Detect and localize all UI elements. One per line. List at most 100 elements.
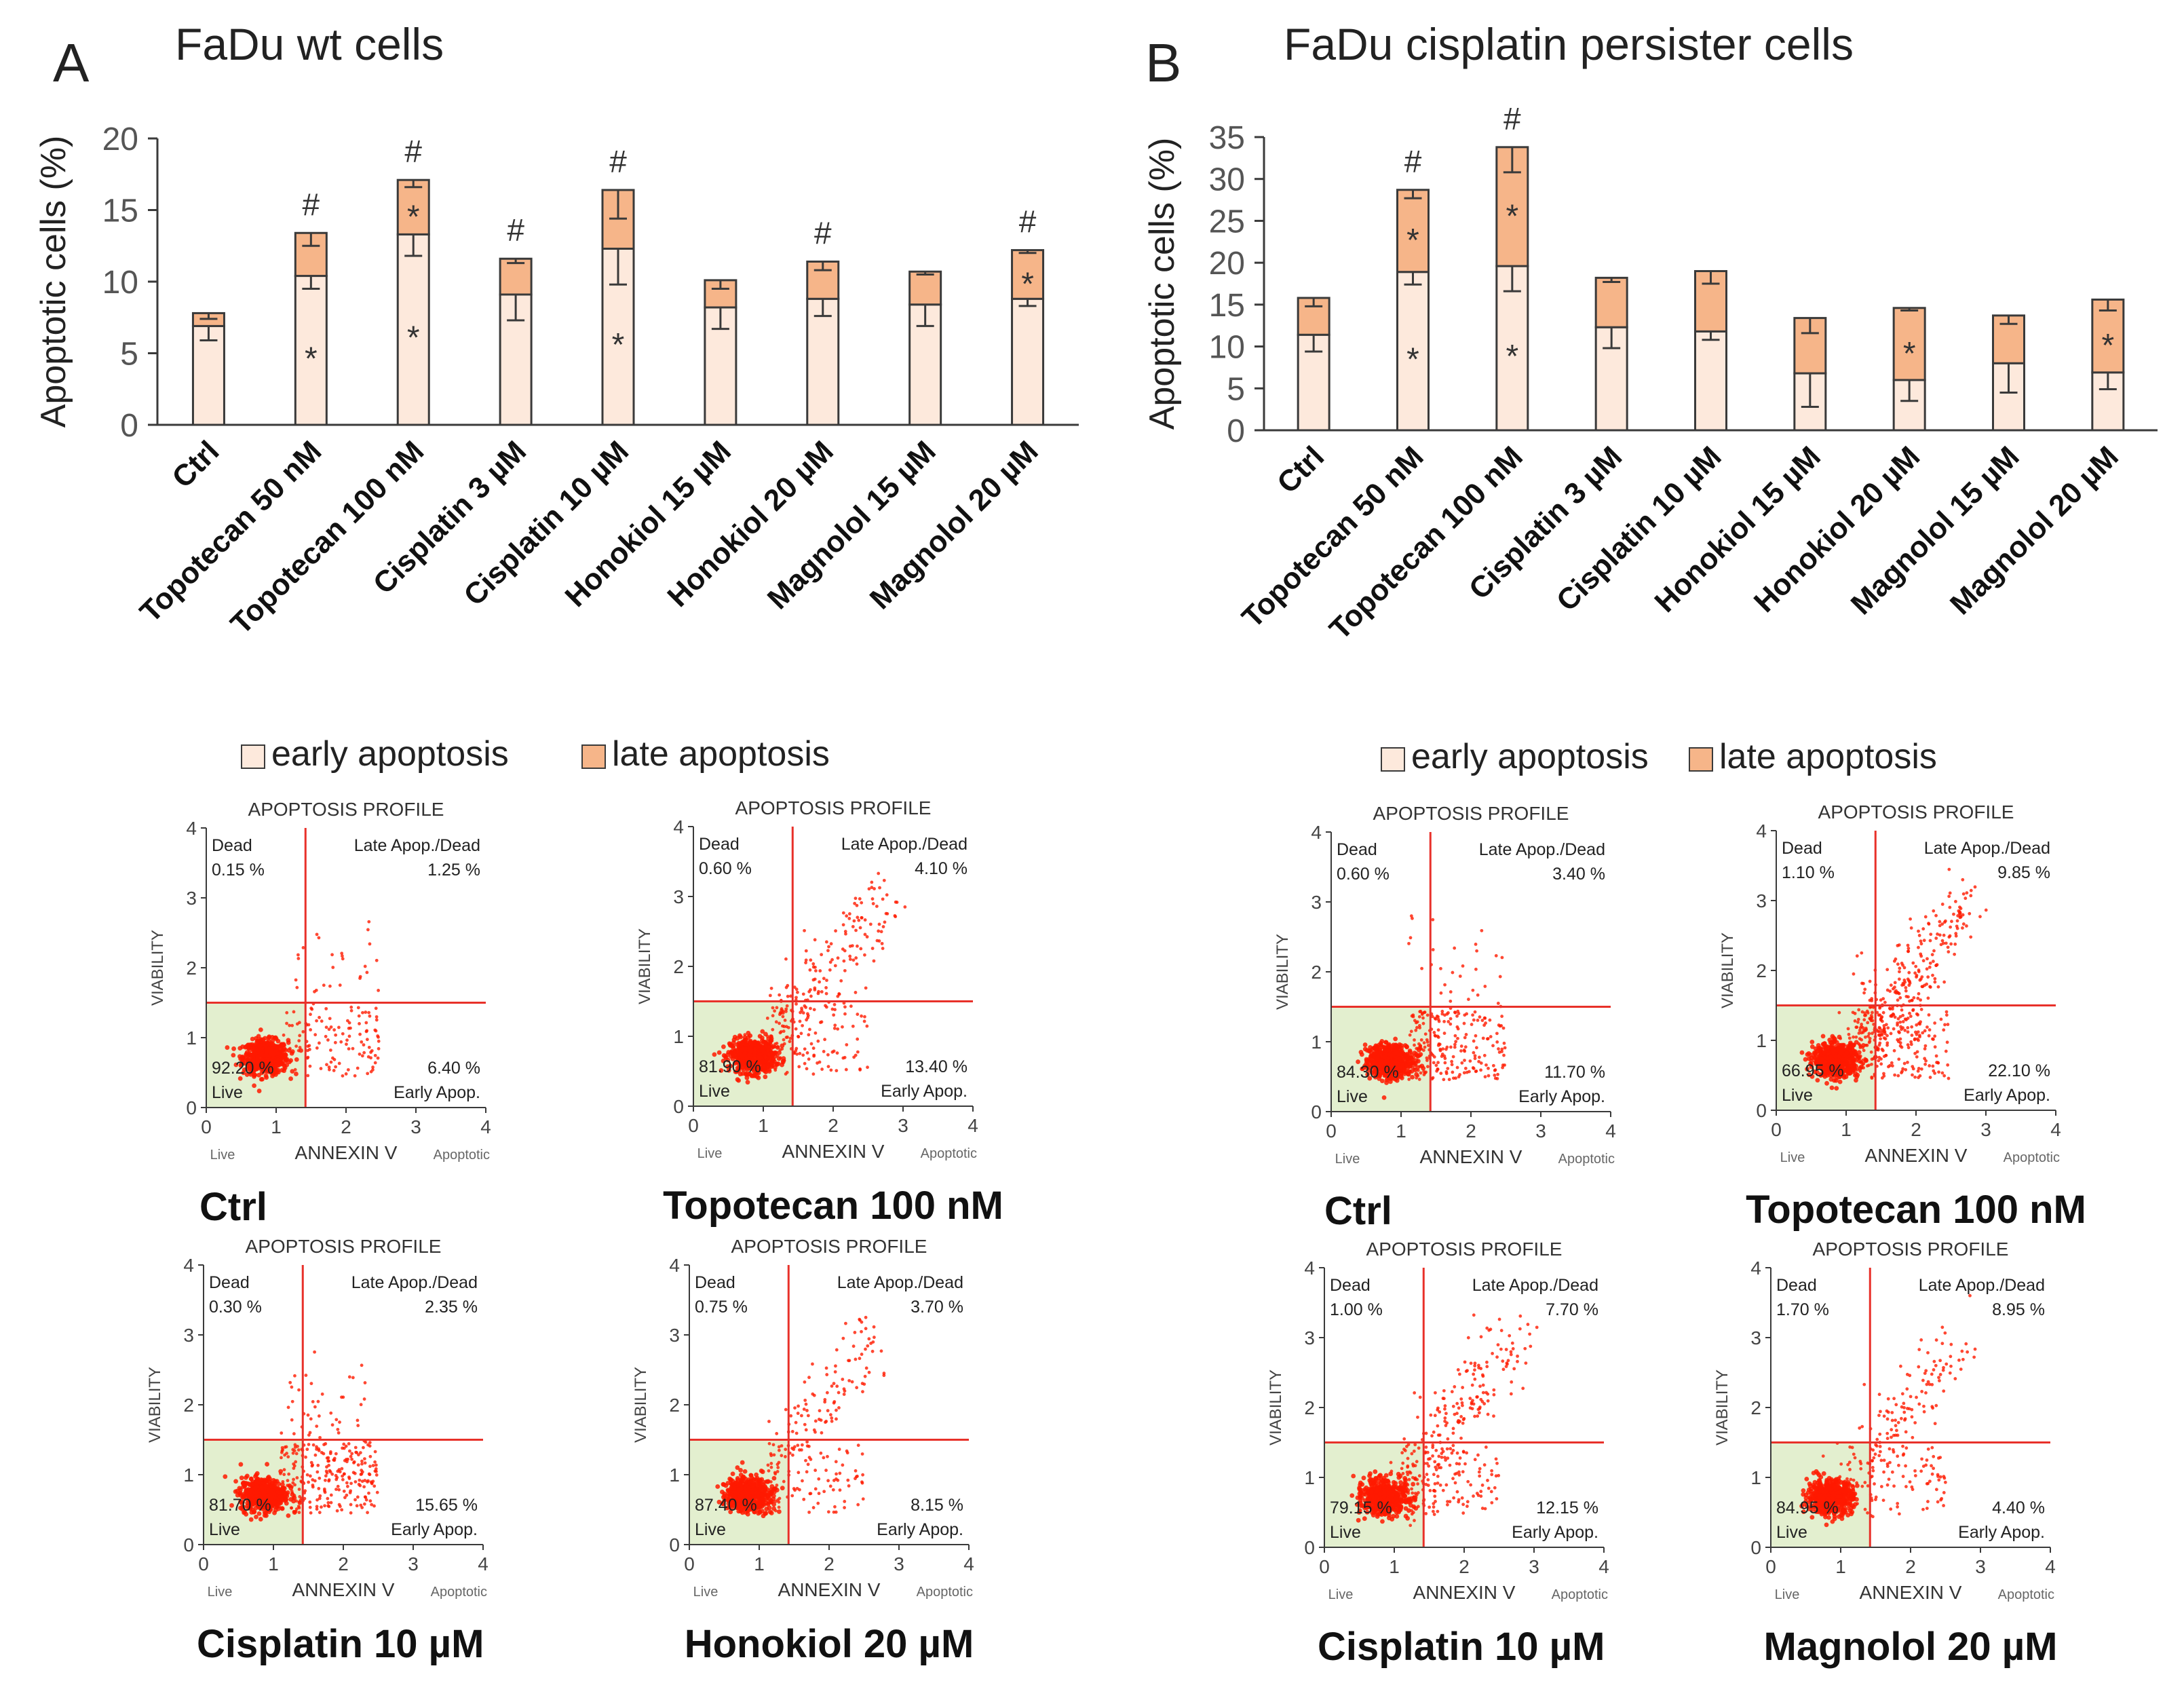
event-dot bbox=[297, 1500, 301, 1504]
quadrant-late-value: 3.40 % bbox=[1552, 865, 1605, 884]
event-dot bbox=[1449, 1017, 1453, 1021]
event-dot bbox=[834, 929, 838, 933]
event-dot bbox=[286, 1455, 290, 1459]
event-dot bbox=[264, 1075, 269, 1080]
flow-x-left-label: Live bbox=[693, 1585, 719, 1600]
flow-x-tick-label: 0 bbox=[1326, 1120, 1337, 1141]
event-dot bbox=[818, 969, 822, 972]
event-dot bbox=[290, 1023, 294, 1027]
chart-a-significance-hash: # bbox=[609, 144, 627, 179]
event-dot bbox=[767, 1067, 772, 1072]
event-dot bbox=[730, 1056, 735, 1061]
event-dot bbox=[1502, 1041, 1506, 1045]
event-dot bbox=[282, 1058, 286, 1062]
chart-a-significance-star: * bbox=[407, 199, 420, 235]
event-dot bbox=[777, 1448, 781, 1452]
event-dot bbox=[755, 1044, 761, 1050]
flow-x-tick-label: 0 bbox=[684, 1553, 695, 1574]
event-dot bbox=[795, 1052, 799, 1056]
chart-a-y-tick-label: 10 bbox=[102, 265, 138, 301]
event-dot bbox=[873, 887, 876, 890]
event-dot bbox=[801, 1479, 804, 1483]
event-dot bbox=[845, 914, 849, 918]
event-dot bbox=[360, 1462, 364, 1466]
chart-b-y-tick-label: 25 bbox=[1209, 204, 1245, 240]
event-dot bbox=[307, 1044, 311, 1048]
event-dot bbox=[372, 1484, 377, 1488]
event-dot bbox=[334, 1488, 338, 1491]
event-dot bbox=[867, 887, 871, 891]
event-dot bbox=[771, 1014, 775, 1018]
chart-a-category-label: Topotecan 100 nM bbox=[225, 434, 431, 641]
event-dot bbox=[284, 1062, 290, 1068]
event-dot bbox=[286, 1038, 291, 1043]
event-dot bbox=[331, 966, 335, 969]
event-dot bbox=[721, 1053, 727, 1058]
event-dot bbox=[835, 1384, 839, 1389]
event-dot bbox=[731, 1486, 736, 1491]
event-dot bbox=[813, 988, 817, 991]
event-dot bbox=[805, 1051, 809, 1055]
event-dot bbox=[1376, 1052, 1381, 1057]
event-dot bbox=[771, 1027, 775, 1032]
flow-y-tick-label: 2 bbox=[673, 956, 684, 977]
event-dot bbox=[362, 1051, 366, 1055]
event-dot bbox=[772, 1453, 776, 1457]
event-dot bbox=[770, 1062, 774, 1066]
event-dot bbox=[731, 1040, 736, 1045]
event-dot bbox=[716, 1050, 722, 1055]
flow-y-tick-label: 0 bbox=[669, 1534, 680, 1555]
event-dot bbox=[832, 1382, 836, 1386]
chart-b-significance-star: * bbox=[1406, 341, 1419, 377]
legend-b-late-label: late apoptosis bbox=[1719, 737, 1937, 776]
event-dot bbox=[1402, 1071, 1407, 1076]
event-dot bbox=[329, 1025, 333, 1029]
event-dot bbox=[843, 1500, 847, 1503]
event-dot bbox=[286, 1479, 290, 1483]
flow-plot-caption: Cisplatin 10 µM bbox=[197, 1622, 484, 1666]
event-dot bbox=[790, 1429, 794, 1433]
event-dot bbox=[253, 1036, 258, 1041]
event-dot bbox=[1493, 1068, 1497, 1072]
event-dot bbox=[837, 1391, 841, 1395]
chart-b-category-label: Topotecan 100 nM bbox=[1323, 440, 1529, 646]
event-dot bbox=[280, 1061, 285, 1066]
event-dot bbox=[1436, 1036, 1440, 1039]
event-dot bbox=[324, 1006, 328, 1011]
event-dot bbox=[280, 1446, 284, 1450]
event-dot bbox=[855, 903, 859, 907]
event-dot bbox=[252, 1046, 257, 1052]
event-dot bbox=[859, 947, 863, 951]
event-dot bbox=[341, 957, 345, 961]
event-dot bbox=[773, 1044, 777, 1049]
event-dot bbox=[309, 1511, 313, 1515]
event-dot bbox=[861, 1390, 864, 1394]
event-dot bbox=[761, 1049, 767, 1054]
flow-x-right-label: Apoptotic bbox=[1558, 1152, 1615, 1167]
event-dot bbox=[1809, 1044, 1815, 1049]
event-dot bbox=[796, 1443, 800, 1448]
event-dot bbox=[320, 1505, 323, 1509]
event-dot bbox=[1408, 1033, 1412, 1037]
event-dot bbox=[290, 1399, 294, 1403]
chart-b-significance-star: * bbox=[1506, 198, 1518, 234]
event-dot bbox=[311, 1484, 315, 1487]
event-dot bbox=[782, 1479, 786, 1484]
event-dot bbox=[1425, 1013, 1430, 1017]
event-dot bbox=[294, 1072, 299, 1076]
event-dot bbox=[855, 962, 859, 966]
event-dot bbox=[807, 1444, 811, 1448]
event-dot bbox=[784, 1408, 788, 1412]
event-dot bbox=[824, 1366, 828, 1370]
event-dot bbox=[765, 1016, 769, 1020]
event-dot bbox=[1472, 1051, 1476, 1055]
event-dot bbox=[754, 1074, 760, 1079]
event-dot bbox=[296, 956, 301, 960]
chart-a-significance-hash: # bbox=[507, 212, 524, 248]
event-dot bbox=[256, 1048, 262, 1053]
event-dot bbox=[334, 1452, 338, 1456]
event-dot bbox=[766, 1463, 770, 1467]
event-dot bbox=[1461, 964, 1465, 968]
quadrant-late-label: Late Apop./Dead bbox=[837, 1273, 963, 1292]
event-dot bbox=[1415, 1046, 1419, 1051]
